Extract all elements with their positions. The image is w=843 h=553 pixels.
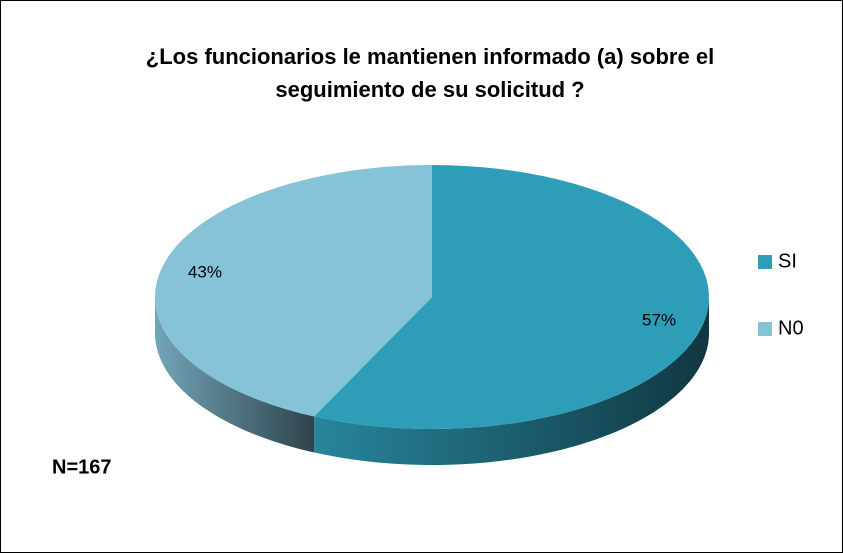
slice-side-shade: [155, 297, 315, 453]
legend-swatch: [758, 255, 772, 269]
data-label: 57%: [642, 311, 676, 330]
slice-side-shade: [314, 297, 709, 465]
chart-title: ¿Los funcionarios le mantienen informado…: [145, 44, 715, 102]
annotation: N=167: [52, 456, 112, 478]
data-label: 43%: [188, 262, 222, 281]
legend-label: SI: [778, 250, 797, 272]
slice: [314, 165, 709, 429]
legend-swatch: [758, 322, 772, 336]
legend-label: N0: [778, 317, 804, 339]
slice: [155, 165, 433, 417]
